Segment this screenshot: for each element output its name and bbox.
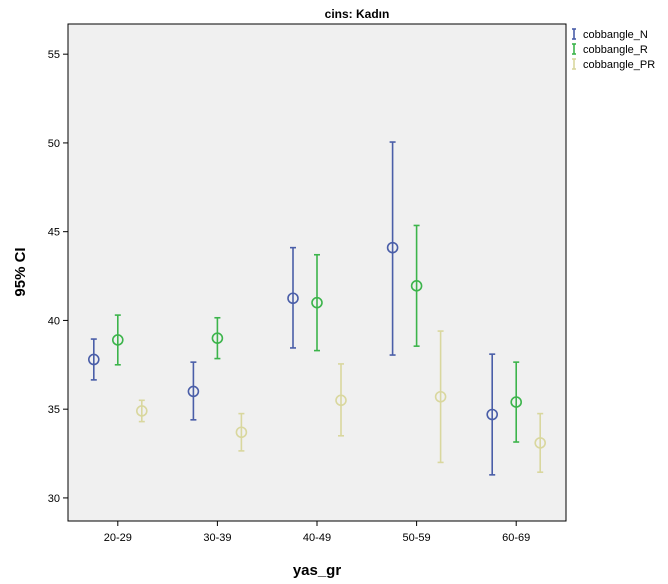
- mean-marker: [510, 396, 523, 408]
- mean-marker: [410, 280, 423, 292]
- legend-item: cobbangle_PR: [572, 58, 655, 71]
- mean-marker: [287, 292, 299, 305]
- mean-marker: [187, 385, 200, 398]
- mean-marker: [136, 405, 148, 417]
- y-tick-label: 45: [48, 227, 60, 239]
- x-tick-label: 60-69: [502, 532, 530, 544]
- x-tick-label: 30-39: [203, 532, 231, 544]
- legend-item: cobbangle_N: [572, 28, 648, 41]
- legend-label: cobbangle_N: [583, 29, 648, 41]
- chart-title: cins: Kadın: [325, 7, 390, 21]
- mean-marker: [235, 426, 248, 439]
- mean-marker: [88, 353, 100, 366]
- x-tick-label: 40-49: [303, 532, 331, 544]
- x-tick-label: 50-59: [403, 532, 431, 544]
- y-axis-title: 95% CI: [12, 247, 29, 296]
- x-axis-title: yas_gr: [293, 562, 342, 579]
- y-axis: 30 35 40 45 50 55: [48, 49, 68, 505]
- x-axis: 20-29 30-39 40-49 50-59 60-69: [104, 521, 530, 544]
- y-tick-label: 35: [48, 404, 60, 416]
- mean-marker: [386, 241, 399, 254]
- mean-marker: [335, 394, 347, 407]
- y-tick-label: 55: [48, 49, 60, 61]
- legend-item: cobbangle_R: [572, 43, 648, 56]
- series-layer: [88, 141, 547, 476]
- mean-marker: [311, 296, 323, 309]
- legend-label: cobbangle_PR: [583, 59, 655, 71]
- y-tick-label: 30: [48, 493, 60, 505]
- mean-marker: [534, 437, 547, 449]
- x-tick-label: 20-29: [104, 532, 132, 544]
- series-cobbangle_R: [112, 224, 523, 443]
- y-tick-label: 40: [48, 315, 60, 327]
- mean-marker: [211, 332, 224, 344]
- series-cobbangle_PR: [136, 330, 547, 473]
- mean-marker: [112, 334, 124, 346]
- legend: cobbangle_N cobbangle_R cobbangle_PR: [572, 28, 655, 71]
- series-cobbangle_N: [88, 141, 499, 476]
- mean-marker: [486, 408, 499, 421]
- mean-marker: [434, 390, 447, 403]
- legend-label: cobbangle_R: [583, 44, 648, 56]
- y-tick-label: 50: [48, 138, 60, 150]
